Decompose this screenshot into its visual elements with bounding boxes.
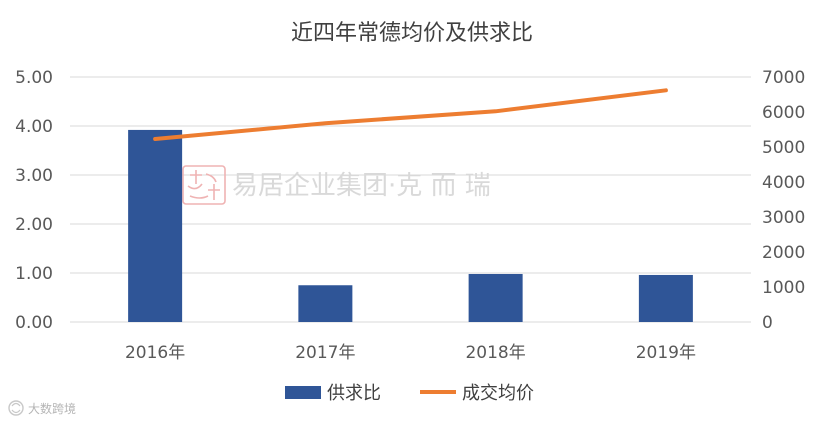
legend: 供求比 成交均价 (285, 383, 534, 404)
x-tick-label: 2016年 (125, 343, 185, 363)
right-tick-label: 0 (762, 313, 773, 333)
bar-2017年 (298, 285, 353, 322)
left-tick-label: 4.00 (15, 117, 53, 137)
credit-logo-icon (8, 400, 24, 416)
avg-price-line (153, 88, 668, 141)
bar-series (128, 129, 693, 322)
watermark: 易居企业集团·克 而 瑞 (182, 165, 491, 205)
credit: 大数跨境 (8, 400, 76, 416)
x-tick-label: 2019年 (636, 343, 696, 363)
x-tick-label: 2017年 (295, 343, 355, 363)
watermark-text: 易居企业集团·克 而 瑞 (232, 171, 491, 201)
right-tick-label: 1000 (762, 278, 805, 298)
bar-2016年 (128, 129, 183, 322)
x-tick-label: 2018年 (465, 343, 525, 363)
left-tick-label: 3.00 (15, 166, 53, 186)
line-series (153, 88, 668, 141)
right-tick-label: 6000 (762, 103, 805, 123)
left-axis-ticks: 0.00 1.00 2.00 3.00 4.00 5.00 (15, 68, 53, 333)
right-tick-label: 7000 (762, 68, 805, 88)
legend-label-supply-demand: 供求比 (327, 383, 381, 404)
right-tick-label: 4000 (762, 173, 805, 193)
chart-title: 近四年常德均价及供求比 (291, 21, 533, 46)
x-axis-ticks: 2016年 2017年 2018年 2019年 (125, 343, 696, 363)
left-tick-label: 0.00 (15, 313, 53, 333)
credit-text: 大数跨境 (28, 401, 76, 416)
legend-swatch-supply-demand (285, 386, 321, 399)
watermark-logo-icon (182, 165, 226, 205)
bar-2018年 (468, 273, 523, 322)
left-tick-label: 5.00 (15, 68, 53, 88)
left-tick-label: 1.00 (15, 264, 53, 284)
right-axis-ticks: 0 1000 2000 3000 4000 5000 6000 7000 (762, 68, 805, 333)
legend-label-avg-price: 成交均价 (462, 383, 534, 404)
bar-2019年 (638, 274, 693, 322)
right-tick-label: 2000 (762, 243, 805, 263)
right-tick-label: 3000 (762, 208, 805, 228)
right-tick-label: 5000 (762, 138, 805, 158)
left-tick-label: 2.00 (15, 215, 53, 235)
